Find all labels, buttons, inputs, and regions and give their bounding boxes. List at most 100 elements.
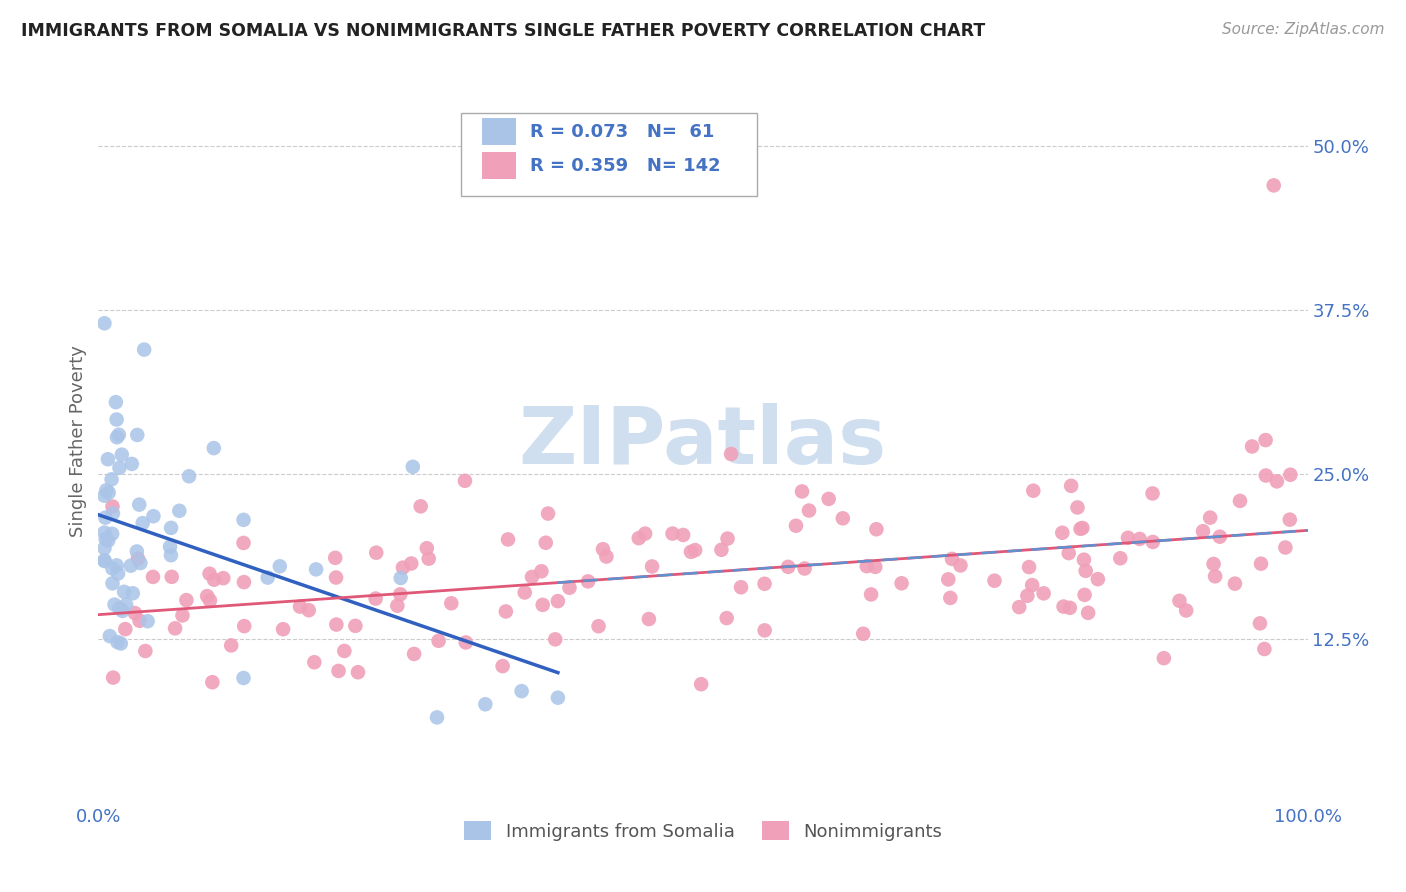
- Point: [1060, 479, 1083, 493]
- Point: [233, 619, 256, 633]
- Point: [101, 507, 124, 521]
- Point: [1229, 494, 1251, 508]
- Point: [105, 412, 128, 426]
- Point: [638, 612, 661, 626]
- Point: [1199, 510, 1222, 524]
- Point: [105, 558, 128, 573]
- Point: [1074, 564, 1097, 578]
- Point: [1168, 594, 1191, 608]
- Point: [111, 448, 134, 462]
- Point: [1153, 651, 1175, 665]
- Point: [720, 447, 742, 461]
- Point: [134, 644, 156, 658]
- Point: [269, 559, 291, 574]
- Point: [427, 633, 450, 648]
- Point: [136, 614, 159, 628]
- Point: [195, 589, 218, 603]
- Point: [534, 535, 557, 549]
- Point: [474, 698, 496, 712]
- Point: [115, 598, 138, 612]
- Point: [114, 622, 136, 636]
- Point: [172, 608, 194, 623]
- Point: [558, 581, 581, 595]
- Point: [1070, 522, 1092, 536]
- Point: [232, 536, 254, 550]
- Point: [127, 428, 149, 442]
- Point: [730, 580, 752, 594]
- Point: [1175, 603, 1198, 617]
- Point: [634, 526, 657, 541]
- Point: [198, 593, 221, 607]
- Point: [112, 584, 135, 599]
- Point: [169, 504, 191, 518]
- Point: [93, 541, 115, 556]
- Point: [128, 498, 150, 512]
- Point: [1109, 551, 1132, 566]
- Point: [716, 532, 738, 546]
- Point: [491, 659, 513, 673]
- Point: [1265, 475, 1288, 489]
- Point: [537, 507, 560, 521]
- Point: [101, 576, 124, 591]
- Point: [510, 684, 533, 698]
- Point: [1071, 521, 1094, 535]
- Point: [165, 621, 187, 635]
- Point: [576, 574, 599, 589]
- Point: [496, 533, 519, 547]
- Point: [160, 521, 183, 535]
- Point: [387, 599, 409, 613]
- Point: [304, 655, 326, 669]
- Point: [202, 441, 225, 455]
- Text: Source: ZipAtlas.com: Source: ZipAtlas.com: [1222, 22, 1385, 37]
- Point: [1017, 589, 1039, 603]
- Text: R = 0.359   N= 142: R = 0.359 N= 142: [530, 156, 721, 175]
- Point: [101, 561, 124, 575]
- Point: [124, 606, 146, 620]
- Point: [94, 510, 117, 524]
- Bar: [482, 118, 516, 145]
- Point: [366, 546, 388, 560]
- Point: [94, 532, 117, 546]
- Point: [98, 629, 121, 643]
- Point: [790, 484, 813, 499]
- Point: [793, 561, 815, 575]
- Point: [520, 570, 543, 584]
- Point: [325, 570, 347, 584]
- Y-axis label: Single Father Poverty: Single Father Poverty: [69, 345, 87, 538]
- Point: [495, 604, 517, 618]
- Point: [785, 518, 807, 533]
- Point: [325, 617, 347, 632]
- Text: ZIPatlas: ZIPatlas: [519, 402, 887, 481]
- Point: [949, 558, 972, 573]
- Point: [128, 614, 150, 628]
- Point: [402, 459, 425, 474]
- Point: [1142, 486, 1164, 500]
- Point: [1209, 530, 1232, 544]
- Point: [1087, 572, 1109, 586]
- Point: [392, 560, 415, 574]
- Point: [627, 531, 650, 545]
- Point: [389, 571, 412, 585]
- Point: [108, 427, 131, 442]
- Point: [544, 632, 567, 647]
- Point: [121, 457, 143, 471]
- Point: [592, 542, 614, 557]
- Point: [198, 566, 221, 581]
- Point: [831, 511, 853, 525]
- Point: [1021, 578, 1043, 592]
- Point: [97, 533, 120, 548]
- FancyBboxPatch shape: [461, 112, 758, 196]
- Point: [716, 611, 738, 625]
- Point: [1059, 600, 1081, 615]
- Point: [1142, 535, 1164, 549]
- Point: [936, 573, 959, 587]
- Point: [212, 571, 235, 585]
- Point: [103, 598, 125, 612]
- Point: [983, 574, 1005, 588]
- Point: [107, 635, 129, 649]
- Point: [547, 594, 569, 608]
- Legend: Immigrants from Somalia, Nonimmigrants: Immigrants from Somalia, Nonimmigrants: [457, 814, 949, 848]
- Point: [1278, 513, 1301, 527]
- Point: [202, 573, 225, 587]
- Point: [941, 552, 963, 566]
